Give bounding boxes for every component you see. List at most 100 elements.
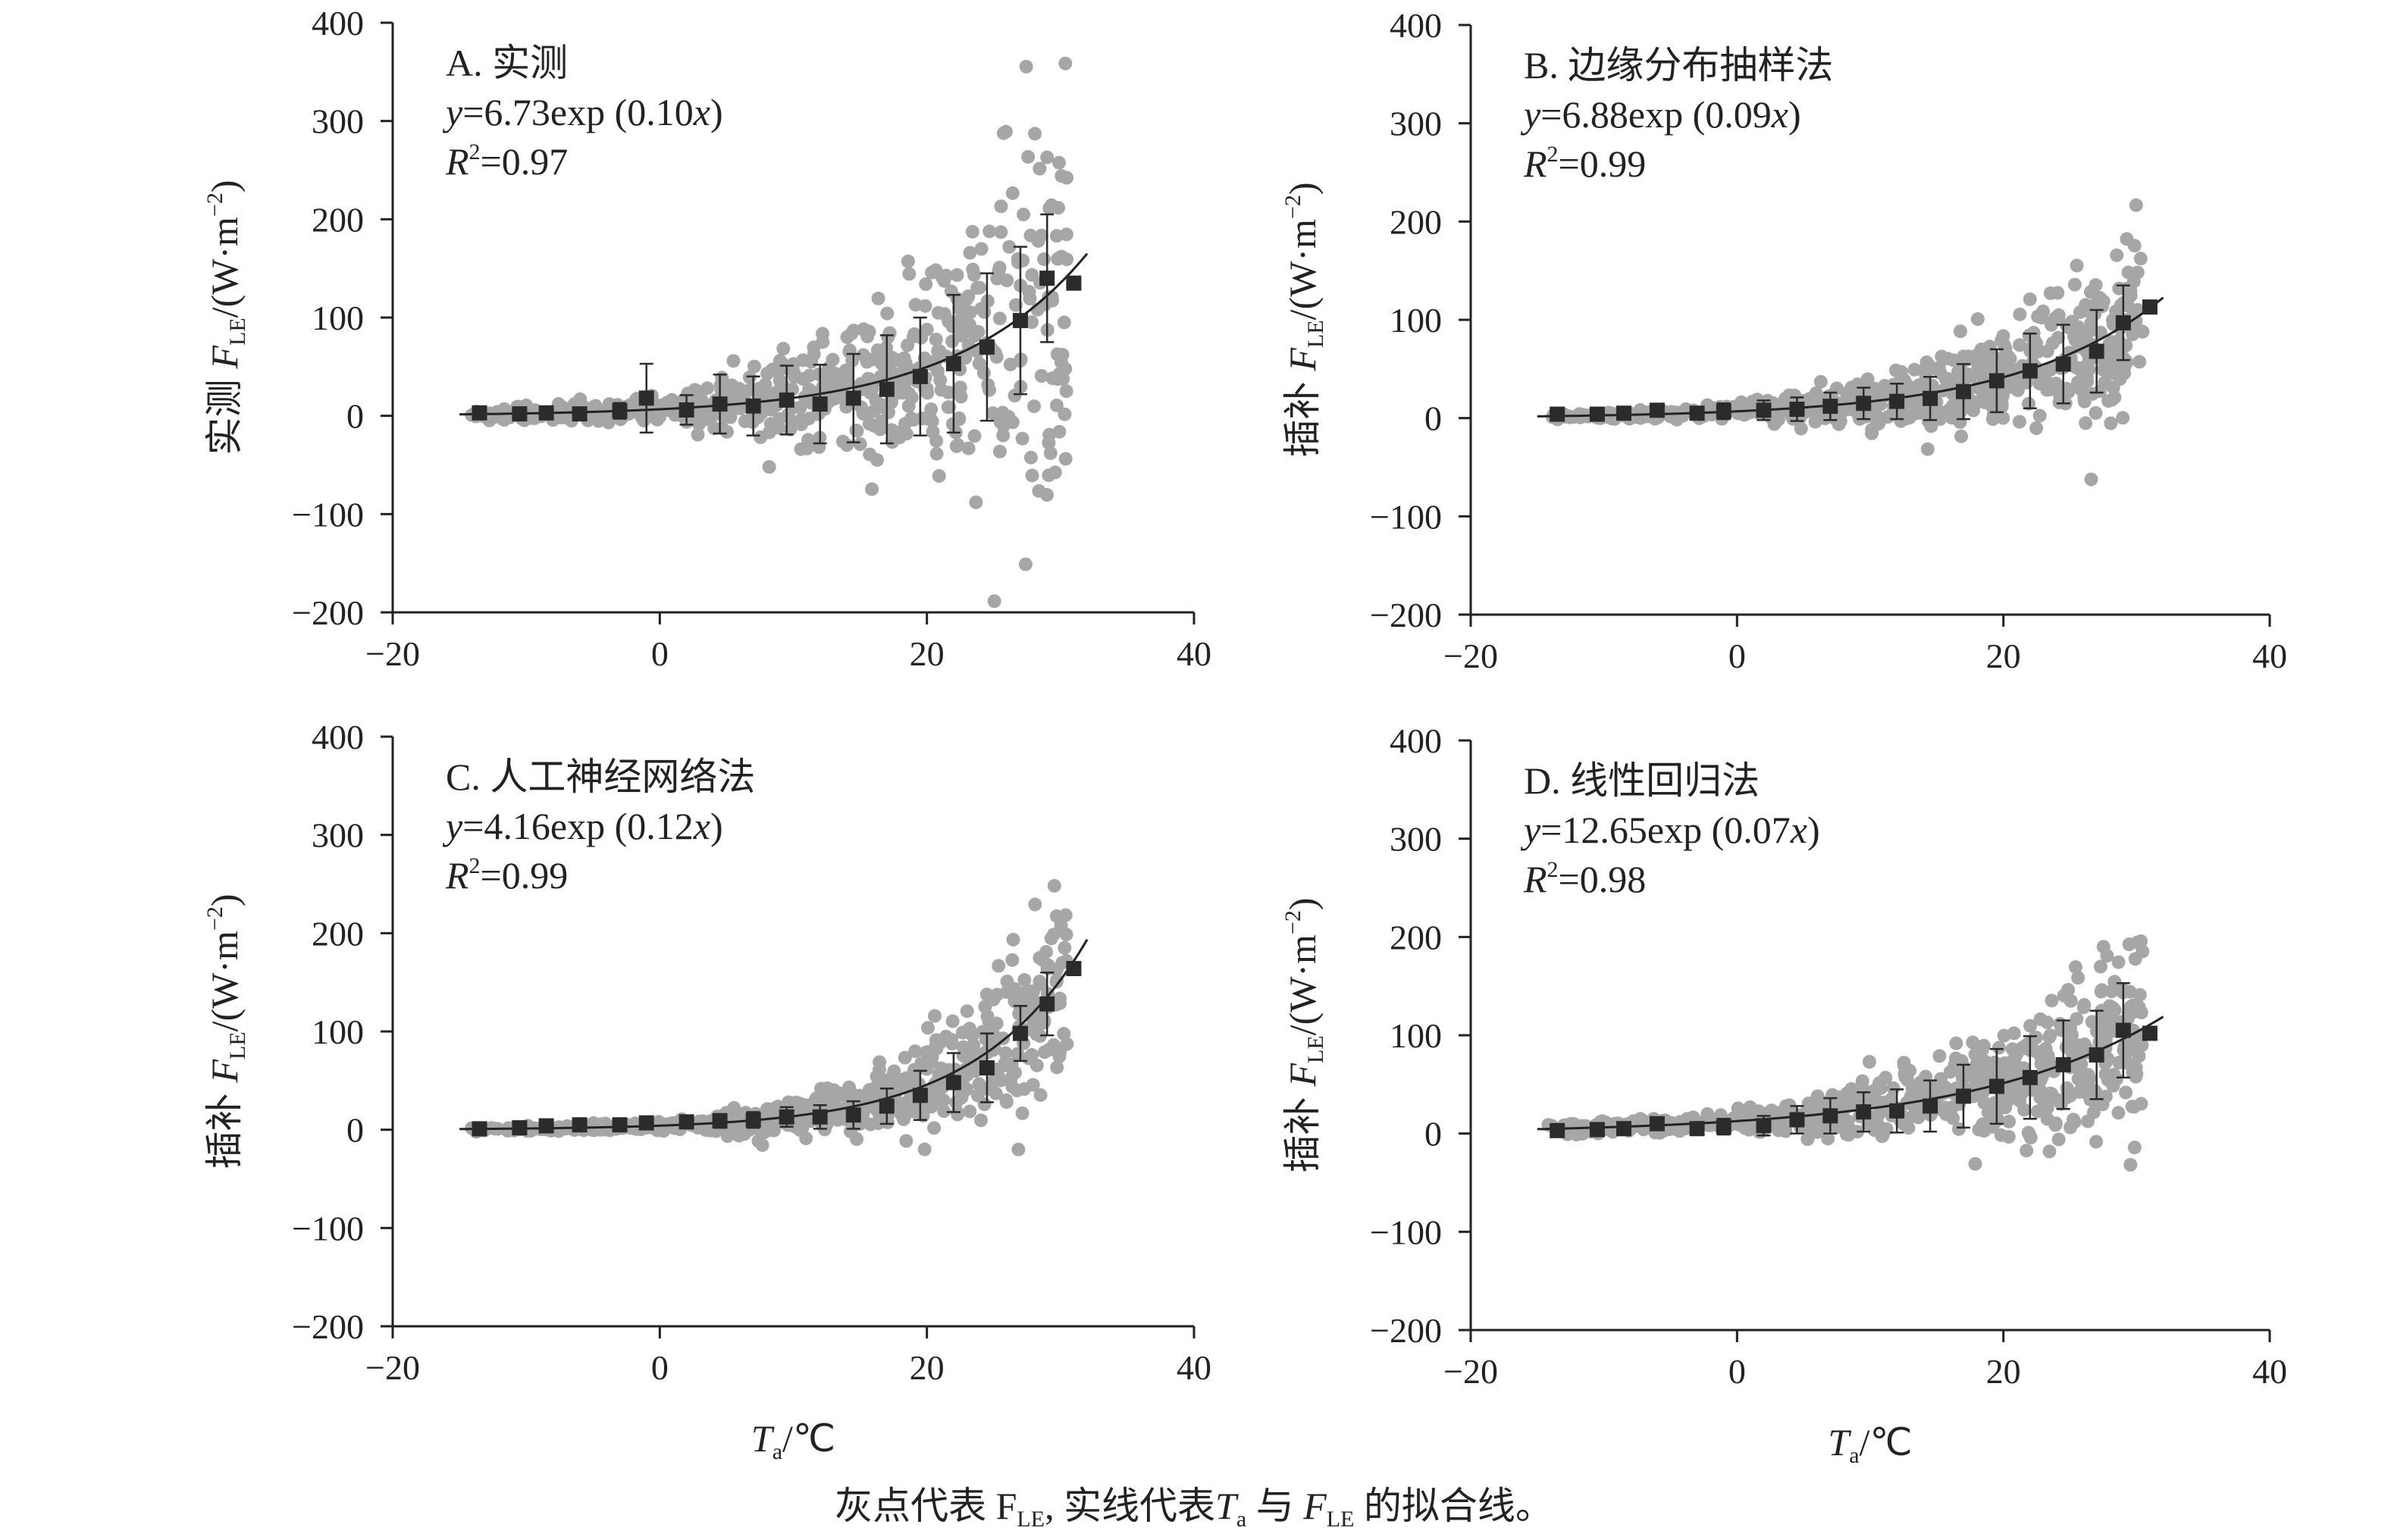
equation-y-symbol: y <box>1520 93 1541 136</box>
scatter-point <box>986 1073 1001 1088</box>
scatter-point <box>1992 1041 2006 1055</box>
scatter-point <box>2116 411 2130 425</box>
scatter-point <box>1910 406 1924 421</box>
scatter-point <box>1042 468 1056 483</box>
bin-mean-marker <box>1889 1103 1905 1119</box>
scatter-point <box>1569 1128 1584 1141</box>
scatter-point <box>1788 388 1802 402</box>
equation-y-symbol: y <box>442 805 463 847</box>
y-tick-label: −200 <box>1370 1311 1442 1350</box>
bin-mean-marker <box>1856 396 1872 412</box>
scatter-point <box>794 417 808 431</box>
scatter-point <box>1032 484 1046 498</box>
scatter-point <box>1033 1088 1048 1102</box>
scatter-point <box>2100 949 2114 962</box>
y-label-units: /(W·m <box>1281 934 1324 1035</box>
y-tick-label: 300 <box>312 102 364 141</box>
scatter-point <box>1034 369 1048 383</box>
equation-close: ) <box>710 91 723 133</box>
y-label-symbol: F <box>1281 348 1324 372</box>
scatter-point <box>2104 416 2118 430</box>
scatter-point <box>880 306 895 321</box>
y-label-symbol: F <box>1281 1063 1324 1088</box>
scatter-point <box>741 413 756 427</box>
scatter-point <box>1005 186 1020 200</box>
scatter-point <box>1975 1042 1989 1056</box>
scatter-point <box>929 446 944 461</box>
scatter-point <box>972 356 986 371</box>
scatter-point <box>1016 253 1030 268</box>
scatter-point <box>928 1009 942 1023</box>
scatter-point <box>2002 1114 2017 1128</box>
scatter-point <box>987 594 1001 609</box>
bin-mean-marker <box>1039 996 1055 1012</box>
y-label-superscript: −2 <box>1280 910 1305 934</box>
scatter-point <box>945 1014 960 1028</box>
scatter-point <box>989 1017 1003 1031</box>
y-tick-label: 200 <box>312 914 364 953</box>
x-tick-label: −20 <box>365 1348 420 1387</box>
scatter-point <box>1813 374 1828 389</box>
scatter-point <box>2043 286 2057 300</box>
scatter-point <box>1879 1071 1893 1085</box>
y-tick-label: −100 <box>292 1209 364 1247</box>
r-squared: R2=0.97 <box>445 139 568 183</box>
scatter-point <box>1973 1081 1987 1095</box>
caption-part-6: 的拟合线。 <box>1354 1485 1553 1527</box>
scatter-point <box>1985 412 2000 426</box>
scatter-point <box>2123 289 2138 303</box>
scatter-point <box>2134 1006 2148 1019</box>
scatter-point <box>992 444 1007 459</box>
x-tick-label: 0 <box>651 634 669 673</box>
fit-equation: y=4.16exp (0.12x) <box>442 805 723 847</box>
y-label-close: ) <box>203 894 246 906</box>
bin-mean-marker <box>1988 1078 2004 1094</box>
scatter-point <box>2126 1065 2140 1079</box>
y-tick-label: −200 <box>292 593 364 632</box>
scatter-point <box>2106 380 2120 395</box>
scatter-point <box>1017 1081 1032 1096</box>
scatter-point <box>932 469 946 483</box>
y-label-symbol: F <box>203 1060 246 1084</box>
scatter-point <box>2064 1120 2077 1135</box>
bin-mean-marker <box>1789 402 1805 417</box>
scatter-point <box>986 406 1000 421</box>
r-squared: R2=0.98 <box>1523 857 1646 900</box>
scatter-point <box>1988 1055 2002 1069</box>
scatter-point <box>1934 1072 1948 1086</box>
r2-superscript: 2 <box>1547 857 1559 882</box>
scatter-point <box>881 330 895 344</box>
scatter-point <box>1025 468 1039 483</box>
scatter-point <box>992 959 1006 973</box>
scatter-point <box>1995 399 2009 414</box>
x-axis-label: Ta/℃ <box>751 1417 835 1464</box>
scatter-point <box>827 1083 841 1097</box>
scatter-point <box>974 1113 988 1128</box>
bin-mean-marker <box>512 406 528 422</box>
equation-text: =6.88exp (0.09 <box>1540 93 1772 136</box>
scatter-point <box>963 246 977 260</box>
y-tick-label: 100 <box>312 1013 364 1051</box>
r2-symbol: R <box>1523 142 1547 185</box>
bin-mean-marker <box>1889 393 1905 409</box>
scatter-point <box>1049 229 1064 243</box>
scatter-point <box>2049 1092 2064 1106</box>
scatter-point <box>982 383 996 397</box>
scatter-point <box>1998 338 2011 352</box>
bin-mean-marker <box>979 1060 995 1075</box>
r2-symbol: R <box>1523 858 1547 900</box>
scatter-point <box>898 1050 912 1065</box>
scatter-point <box>822 361 836 374</box>
y-label-prefix: 实测 <box>203 380 246 455</box>
y-label-prefix: 插补 <box>1281 1097 1324 1173</box>
scatter-point <box>2023 292 2037 306</box>
bin-mean-marker <box>1066 961 1082 976</box>
x-tick-label: 20 <box>910 634 945 673</box>
x-label-unit: /℃ <box>782 1417 835 1460</box>
equation-close: ) <box>1788 93 1801 136</box>
scatter-point <box>804 355 819 369</box>
y-tick-label: 200 <box>312 200 364 239</box>
scatter-point <box>2072 1038 2086 1053</box>
scatter-point <box>800 441 814 455</box>
r2-symbol: R <box>445 140 469 183</box>
